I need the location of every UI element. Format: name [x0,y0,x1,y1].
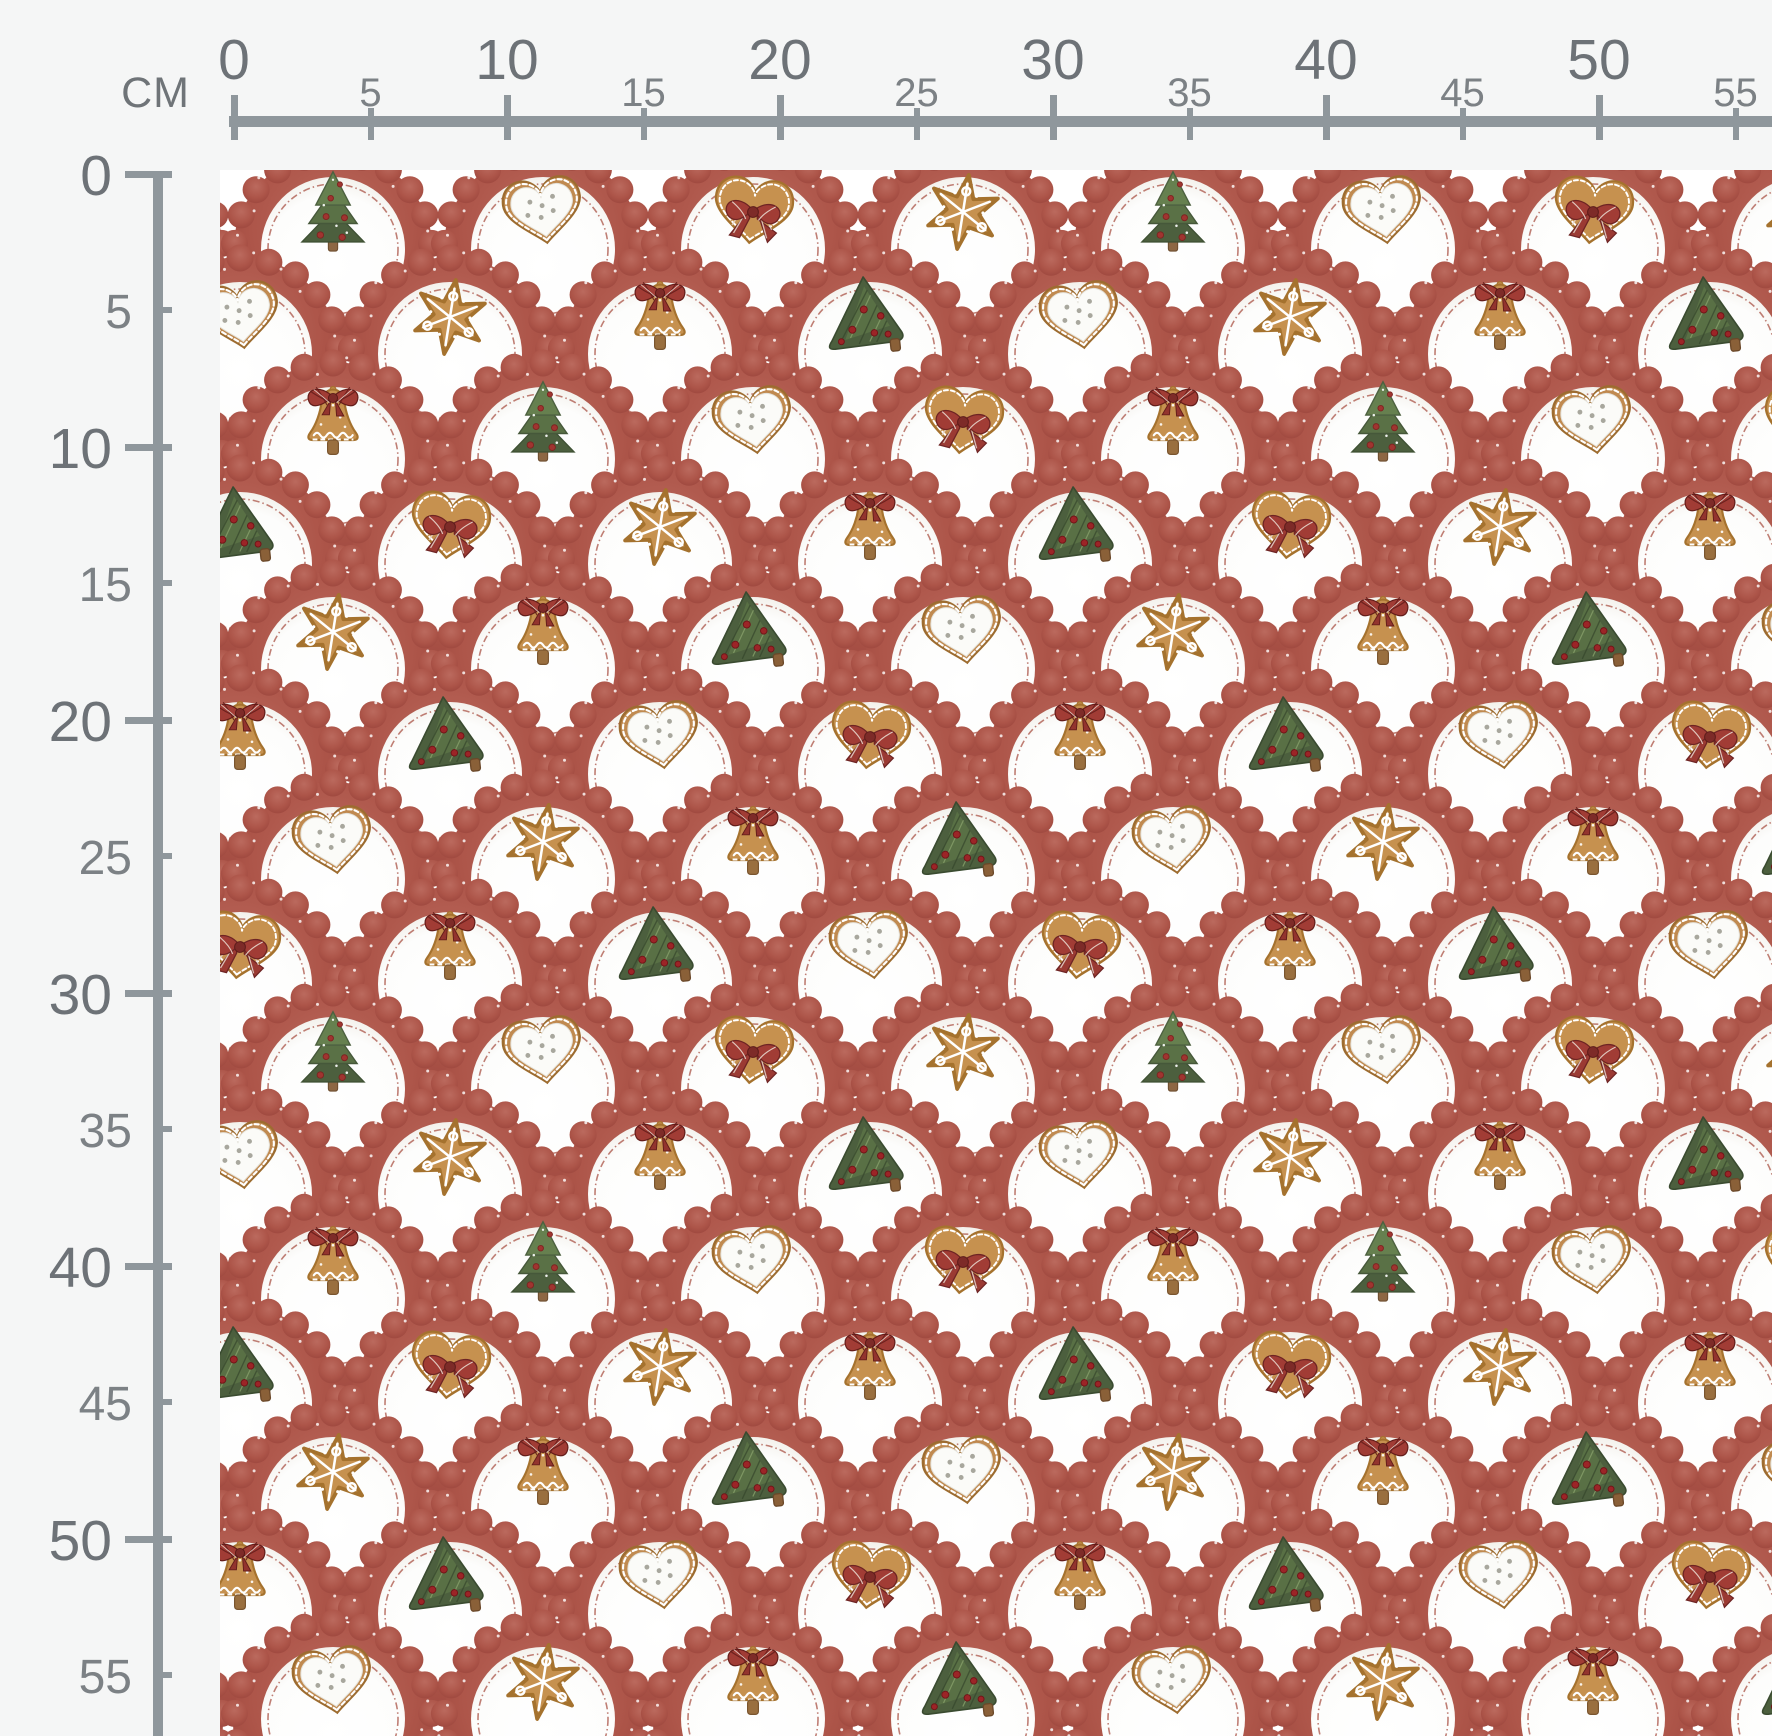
v-ruler-tick-25 [154,853,172,859]
h-ruler-label-40: 40 [1294,28,1358,92]
v-ruler-tick-50 [125,1535,172,1543]
h-ruler-label-15: 15 [621,71,666,115]
v-ruler-tick-45 [154,1399,172,1405]
h-ruler-tick-50 [1595,95,1603,140]
v-ruler-label-5: 5 [105,285,132,339]
h-ruler-tick-55 [1732,108,1739,140]
v-ruler-tick-30 [125,989,172,997]
h-ruler-tick-45 [1459,108,1466,140]
v-ruler-label-50: 50 [48,1509,112,1573]
h-ruler-label-30: 30 [1021,28,1085,92]
v-ruler-label-55: 55 [78,1650,132,1704]
h-ruler-tick-30 [1049,95,1057,140]
ruler-unit-label: CM [121,69,190,117]
v-ruler-label-0: 0 [80,144,112,208]
v-ruler-tick-20 [125,716,172,724]
h-ruler-tick-5 [367,108,374,140]
fabric-pattern-preview [220,170,1772,1736]
h-ruler-label-10: 10 [475,28,539,92]
v-ruler-tick-15 [154,580,172,586]
v-ruler-tick-10 [125,443,172,451]
h-ruler-label-35: 35 [1167,71,1212,115]
v-ruler-label-25: 25 [78,831,132,885]
h-ruler-label-0: 0 [218,28,250,92]
h-ruler-label-55: 55 [1713,71,1758,115]
v-ruler-label-10: 10 [48,417,112,481]
v-ruler-tick-5 [154,307,172,313]
h-ruler-label-5: 5 [359,71,382,115]
h-ruler-tick-40 [1322,95,1330,140]
h-ruler-line [229,116,1772,127]
h-ruler-tick-25 [913,108,920,140]
v-ruler-tick-40 [125,1262,172,1270]
v-ruler-label-20: 20 [48,690,112,754]
h-ruler-tick-35 [1186,108,1193,140]
v-ruler-tick-0 [125,170,172,178]
v-ruler-tick-55 [154,1672,172,1678]
v-ruler-label-30: 30 [48,963,112,1027]
v-ruler-line [153,171,163,1736]
h-ruler-label-45: 45 [1440,71,1485,115]
h-ruler-tick-0 [230,95,238,140]
h-ruler-tick-20 [776,95,784,140]
v-ruler-tick-35 [154,1126,172,1132]
v-ruler-label-45: 45 [78,1377,132,1431]
v-ruler-label-15: 15 [78,558,132,612]
h-ruler-label-50: 50 [1567,28,1631,92]
v-ruler-label-40: 40 [48,1236,112,1300]
h-ruler-label-25: 25 [894,71,939,115]
v-ruler-label-35: 35 [78,1104,132,1158]
h-ruler-label-20: 20 [748,28,812,92]
h-ruler-tick-15 [640,108,647,140]
h-ruler-tick-10 [503,95,511,140]
